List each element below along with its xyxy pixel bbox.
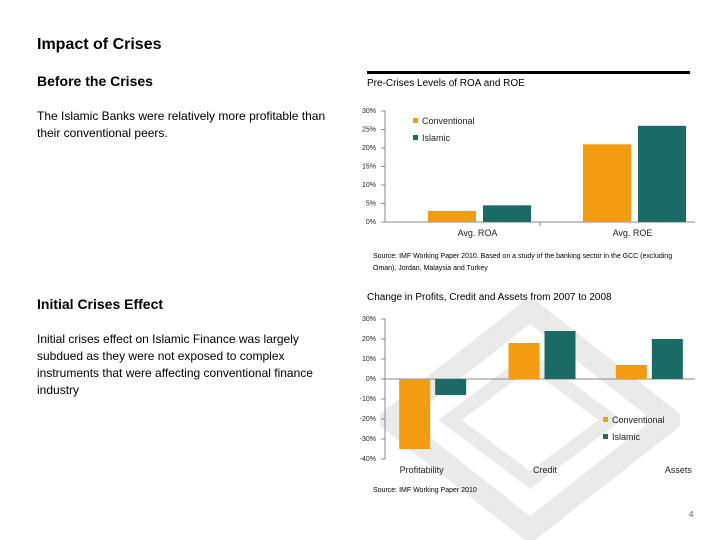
chart1-legend-swatch-islamic xyxy=(413,135,418,140)
chart1-y-tick-label: 30% xyxy=(362,108,376,115)
chart2-y-tick-label: -20% xyxy=(360,416,376,423)
chart1-category-label: Avg. ROA xyxy=(458,228,498,238)
chart1-svg: 0% 5% 10% 15% 20% 25% 30% Avg. ROA Avg. ROE Conve… xyxy=(362,108,695,238)
chart2-legend-swatch-conventional xyxy=(603,417,608,422)
section-heading-initial: Initial Crises Effect xyxy=(37,296,164,312)
chart2-category-label: Profitability xyxy=(400,465,445,475)
divider xyxy=(367,71,690,74)
slide-title: Impact of Crises xyxy=(37,36,162,53)
section-body-before: The Islamic Banks were relatively more p… xyxy=(37,109,326,140)
chart1-y-tick-label: 5% xyxy=(366,201,376,208)
chart1-legend-label: Conventional xyxy=(422,116,475,126)
chart2-bar-islamic xyxy=(651,339,683,379)
chart2-legend-swatch-islamic xyxy=(603,434,608,439)
chart1-y-tick-label: 20% xyxy=(362,145,376,152)
chart2-y-tick-label: 0% xyxy=(366,376,376,383)
chart2-y-tick-label: 20% xyxy=(362,336,376,343)
chart2-y-tick-label: -10% xyxy=(360,396,376,403)
chart1-bar-islamic xyxy=(483,205,531,222)
chart1-y-tick-label: 10% xyxy=(362,182,376,189)
chart2-y-tick-label: -30% xyxy=(360,436,376,443)
section-body-initial: Initial crises effect on Islamic Finance… xyxy=(37,332,313,397)
chart1-bar-conventional xyxy=(583,144,631,222)
chart2-bar-conventional xyxy=(399,379,431,449)
chart2-title: Change in Profits, Credit and Assets fro… xyxy=(367,292,612,303)
chart1-bar-islamic xyxy=(638,125,686,222)
chart2-y-tick-label: 10% xyxy=(362,356,376,363)
section-heading-before: Before the Crises xyxy=(37,73,153,89)
chart1-category-label: Avg. ROE xyxy=(613,228,653,238)
chart2-source: Source: IMF Working Paper 2010 xyxy=(373,487,477,494)
page-number: 4 xyxy=(689,510,694,519)
chart2-category-label: Credit xyxy=(533,465,558,475)
chart2-y-tick-label: -40% xyxy=(360,456,376,463)
chart2-bar-conventional xyxy=(615,365,647,379)
chart1-title: Pre-Crises Levels of ROA and ROE xyxy=(367,78,525,89)
chart2-bar-conventional xyxy=(508,343,540,379)
chart2-y-tick-label: 30% xyxy=(362,316,376,323)
chart2-legend-label: Islamic xyxy=(612,432,641,442)
chart1-y-tick-label: 15% xyxy=(362,164,376,171)
chart2-bar-islamic xyxy=(544,331,576,379)
chart1-legend-swatch-conventional xyxy=(413,118,418,123)
chart1-legend-label: Islamic xyxy=(422,133,451,143)
chart1-y-tick-label: 0% xyxy=(366,219,376,226)
chart1-y-tick-label: 25% xyxy=(362,127,376,134)
chart2-bar-islamic xyxy=(435,379,467,395)
chart2-svg: -40% -30% -20% -10% 0% 10% 20% 30% Profitability… xyxy=(360,316,695,475)
chart1-source: Source: IMF Working Paper 2010. Based on… xyxy=(373,253,673,272)
chart1-bar-conventional xyxy=(428,210,476,222)
chart2-legend-label: Conventional xyxy=(612,415,665,425)
chart2-category-label: Assets xyxy=(665,465,693,475)
